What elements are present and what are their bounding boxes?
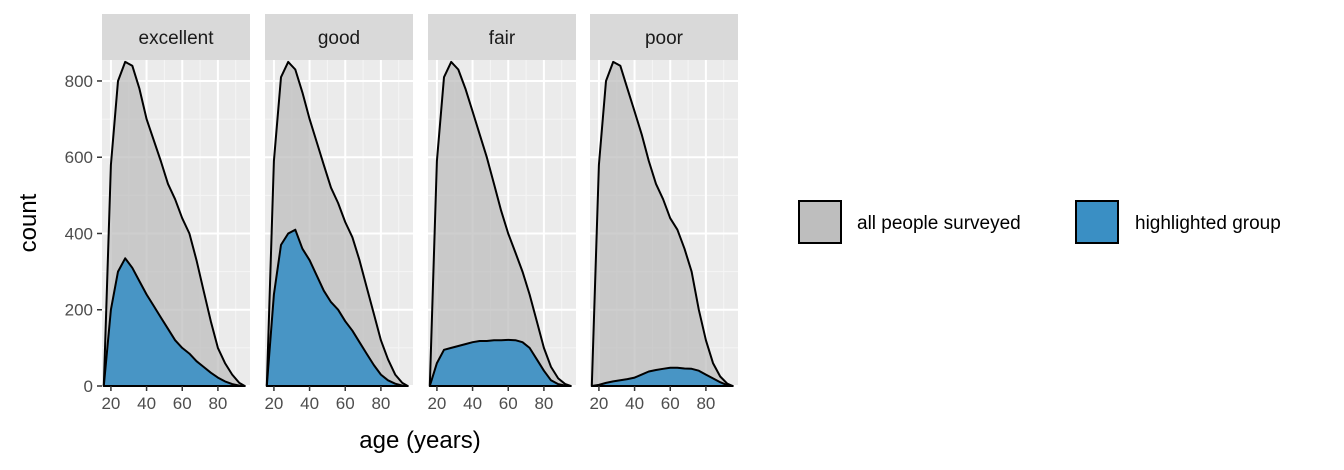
x-tick-label: 60 <box>661 394 680 413</box>
legend-key <box>1075 200 1119 244</box>
x-tick-label: 80 <box>371 394 390 413</box>
panel-poor: poor 20 40 60 80 <box>589 14 738 413</box>
x-tick-label: 20 <box>264 394 283 413</box>
x-axis-title: age (years) <box>359 427 480 454</box>
facet-strip-label: good <box>318 28 360 49</box>
x-tick-label: 20 <box>589 394 608 413</box>
x-tick-label: 80 <box>208 394 227 413</box>
legend-item-highlighted-group: highlighted group <box>1075 200 1281 244</box>
x-tick-label: 60 <box>499 394 518 413</box>
y-tick-label: 400 <box>65 224 93 243</box>
facet-strip <box>265 14 413 60</box>
x-tick-label: 40 <box>463 394 482 413</box>
panel-fair: fair 20 40 60 80 <box>427 14 576 413</box>
x-tick-label: 40 <box>625 394 644 413</box>
legend-key <box>798 200 842 244</box>
y-tick-label: 200 <box>65 301 93 320</box>
legend-label: highlighted group <box>1135 213 1281 234</box>
panel-good: good 20 40 60 80 <box>264 14 413 413</box>
x-tick-label: 40 <box>300 394 319 413</box>
facet-strip <box>428 14 576 60</box>
legend-item-all-people-surveyed: all people surveyed <box>798 200 1021 244</box>
x-tick-label: 80 <box>696 394 715 413</box>
panel-excellent: excellent 20 40 60 80 <box>101 14 250 413</box>
facet-strip-label: fair <box>489 28 516 49</box>
y-tick-label: 0 <box>84 377 93 396</box>
highlighted-group-area <box>265 228 409 387</box>
legend-label: all people surveyed <box>857 213 1021 234</box>
x-tick-label: 60 <box>336 394 355 413</box>
x-tick-label: 80 <box>534 394 553 413</box>
y-axis-title: count <box>15 193 42 252</box>
facet-strip-label: excellent <box>139 28 215 49</box>
all-people-surveyed-area <box>428 60 572 387</box>
y-tick-label: 800 <box>65 72 93 91</box>
x-tick-label: 20 <box>427 394 446 413</box>
highlighted-group-area <box>102 257 246 387</box>
highlighted-group-area <box>590 366 734 387</box>
highlighted-group-area <box>428 338 572 387</box>
y-tick-label: 600 <box>65 148 93 167</box>
all-people-surveyed-area <box>590 60 734 387</box>
facet-strip-label: poor <box>645 28 684 49</box>
facet-strip <box>590 14 738 60</box>
x-tick-label: 60 <box>173 394 192 413</box>
x-tick-label: 40 <box>137 394 156 413</box>
x-tick-label: 20 <box>101 394 120 413</box>
facet-strip <box>102 14 250 60</box>
